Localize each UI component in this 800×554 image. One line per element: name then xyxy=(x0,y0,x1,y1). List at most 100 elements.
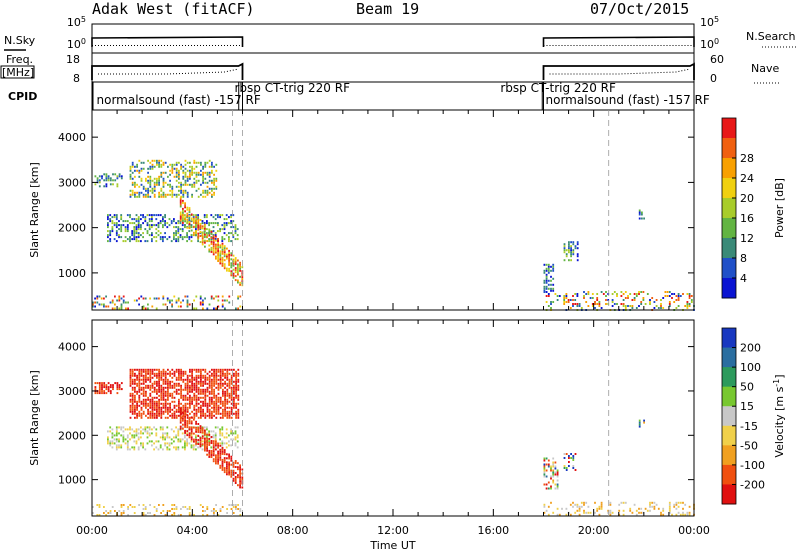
echo-cell xyxy=(568,461,570,463)
echo-cell xyxy=(107,386,110,389)
nsky-trace xyxy=(542,36,695,47)
echo-cell xyxy=(164,390,167,393)
echo-cell xyxy=(226,414,229,417)
echo-cell xyxy=(120,512,123,514)
echo-cell xyxy=(184,440,186,443)
echo-cell xyxy=(126,226,129,229)
echo-cell xyxy=(550,265,552,268)
echo-cell xyxy=(193,426,195,429)
echo-cell xyxy=(570,259,572,262)
echo-cell xyxy=(576,509,579,512)
echo-cell xyxy=(202,173,204,176)
nsearch-tick-label: 105 xyxy=(700,15,719,29)
echo-cell xyxy=(134,195,136,198)
echo-cell xyxy=(211,414,213,417)
echo-cell xyxy=(550,465,552,468)
echo-cell xyxy=(131,412,134,415)
echo-cell xyxy=(186,161,189,164)
echo-cell xyxy=(181,238,184,241)
echo-cell xyxy=(215,185,218,188)
echo-cell xyxy=(235,402,237,405)
echo-cell xyxy=(162,179,165,182)
echo-cell xyxy=(211,378,213,381)
echo-cell xyxy=(118,510,121,512)
echo-cell xyxy=(237,386,240,389)
echo-cell xyxy=(598,303,601,305)
echo-cell xyxy=(217,256,219,258)
echo-cell xyxy=(552,463,555,466)
echo-cell xyxy=(221,444,224,447)
echo-cell xyxy=(568,455,570,457)
echo-cell xyxy=(131,232,134,235)
echo-cell xyxy=(200,382,202,385)
echo-cell xyxy=(228,406,231,409)
echo-cell xyxy=(190,426,193,429)
echo-cell xyxy=(131,368,134,371)
echo-cell xyxy=(156,404,158,407)
echo-cell xyxy=(186,410,189,413)
echo-cell xyxy=(204,439,206,442)
echo-cell xyxy=(213,384,215,387)
echo-cell xyxy=(173,410,176,413)
echo-cell xyxy=(118,175,121,178)
echo-cell xyxy=(178,414,180,417)
echo-cell xyxy=(115,446,118,449)
echo-cell xyxy=(157,448,160,451)
echo-cell xyxy=(221,442,224,445)
echo-cell xyxy=(550,283,552,286)
echo-cell xyxy=(178,177,180,180)
echo-cell xyxy=(552,471,555,474)
echo-cell xyxy=(213,187,215,190)
echo-cell xyxy=(222,388,224,391)
echo-cell xyxy=(171,386,174,389)
echo-cell xyxy=(126,238,129,241)
echo-cell xyxy=(208,414,211,417)
echo-cell xyxy=(137,218,140,221)
echo-cell xyxy=(151,238,153,241)
echo-cell xyxy=(200,392,202,395)
echo-cell xyxy=(552,457,555,460)
echo-cell xyxy=(178,181,180,184)
echo-cell xyxy=(217,400,220,403)
echo-cell xyxy=(213,512,215,514)
echo-cell xyxy=(155,228,158,231)
echo-cell xyxy=(204,195,207,198)
echo-cell xyxy=(142,161,145,164)
echo-cell xyxy=(134,380,136,383)
echo-cell xyxy=(137,240,140,243)
echo-cell xyxy=(173,512,176,514)
echo-cell xyxy=(120,382,123,385)
echo-cell xyxy=(177,434,180,437)
echo-cell xyxy=(199,431,202,434)
echo-cell xyxy=(633,503,636,506)
echo-cell xyxy=(118,228,120,231)
echo-cell xyxy=(613,291,616,293)
echo-cell xyxy=(142,193,145,196)
echo-cell xyxy=(164,408,167,411)
echo-cell xyxy=(120,305,123,308)
echo-cell xyxy=(177,297,180,300)
echo-cell xyxy=(158,376,160,379)
echo-cell xyxy=(169,408,171,411)
echo-cell xyxy=(136,414,138,417)
echo-cell xyxy=(616,303,618,305)
echo-cell xyxy=(219,430,221,433)
echo-cell xyxy=(212,253,215,256)
echo-cell xyxy=(206,453,208,456)
echo-cell xyxy=(226,402,229,405)
echo-cell xyxy=(545,509,548,512)
echo-cell xyxy=(168,236,171,239)
echo-cell xyxy=(545,483,548,486)
echo-cell xyxy=(147,167,149,170)
echo-cell xyxy=(166,448,169,451)
echo-cell xyxy=(230,252,233,255)
echo-cell xyxy=(219,382,222,385)
echo-cell xyxy=(190,217,193,220)
echo-cell xyxy=(221,466,224,469)
echo-cell xyxy=(167,410,169,413)
echo-cell xyxy=(120,226,123,229)
echo-cell xyxy=(181,228,184,231)
echo-cell xyxy=(228,455,230,458)
echo-cell xyxy=(186,438,188,441)
echo-cell xyxy=(167,408,169,411)
